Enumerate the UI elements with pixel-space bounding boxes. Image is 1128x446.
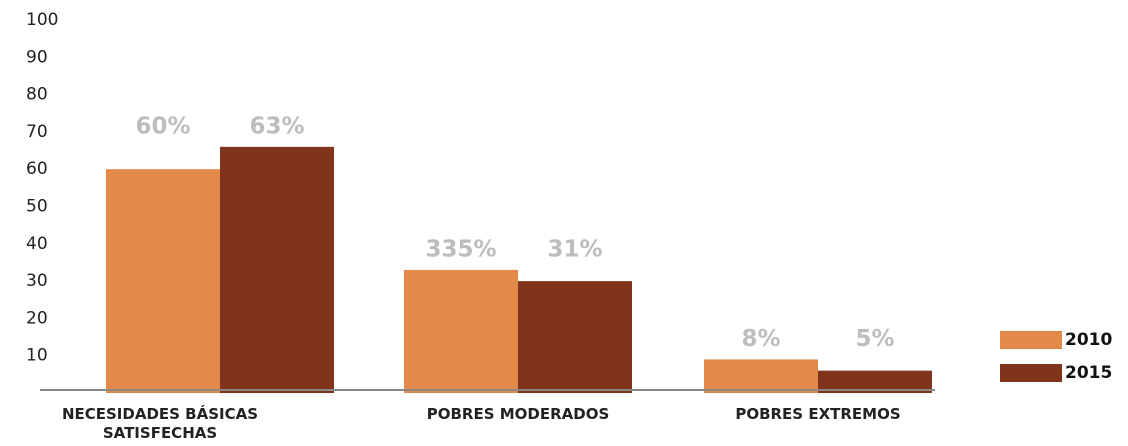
legend-swatch bbox=[1000, 364, 1062, 382]
data-label: 63% bbox=[249, 113, 304, 139]
y-tick-label: 20 bbox=[26, 308, 48, 328]
y-tick-label: 10 bbox=[26, 346, 48, 366]
data-label: 8% bbox=[741, 326, 780, 352]
data-label: 31% bbox=[547, 236, 602, 262]
y-tick-label: 50 bbox=[26, 197, 48, 217]
y-tick-label: 100 bbox=[26, 10, 58, 30]
data-label: 60% bbox=[135, 113, 190, 139]
data-label: 5% bbox=[855, 326, 894, 352]
bar bbox=[704, 359, 818, 393]
x-tick-label: POBRES EXTREMOS bbox=[735, 405, 901, 423]
bar bbox=[106, 169, 220, 393]
x-tick-label: POBRES MODERADOS bbox=[426, 405, 610, 423]
y-tick-label: 30 bbox=[26, 271, 48, 291]
bar bbox=[404, 269, 518, 393]
data-label: 335% bbox=[425, 236, 496, 262]
y-tick-label: 60 bbox=[26, 159, 48, 179]
legend-swatch bbox=[1000, 331, 1062, 349]
legend-label: 2010 bbox=[1065, 330, 1112, 350]
y-tick-label: 40 bbox=[26, 234, 48, 254]
y-tick-label: 80 bbox=[26, 85, 48, 105]
bar bbox=[220, 146, 334, 393]
y-tick-label: 70 bbox=[26, 122, 48, 142]
x-tick-label: NECESIDADES BÁSICAS SATISFECHAS bbox=[61, 405, 259, 442]
bar bbox=[518, 281, 632, 393]
bar bbox=[818, 370, 932, 393]
legend-label: 2015 bbox=[1065, 363, 1112, 383]
y-tick-label: 90 bbox=[26, 47, 48, 67]
